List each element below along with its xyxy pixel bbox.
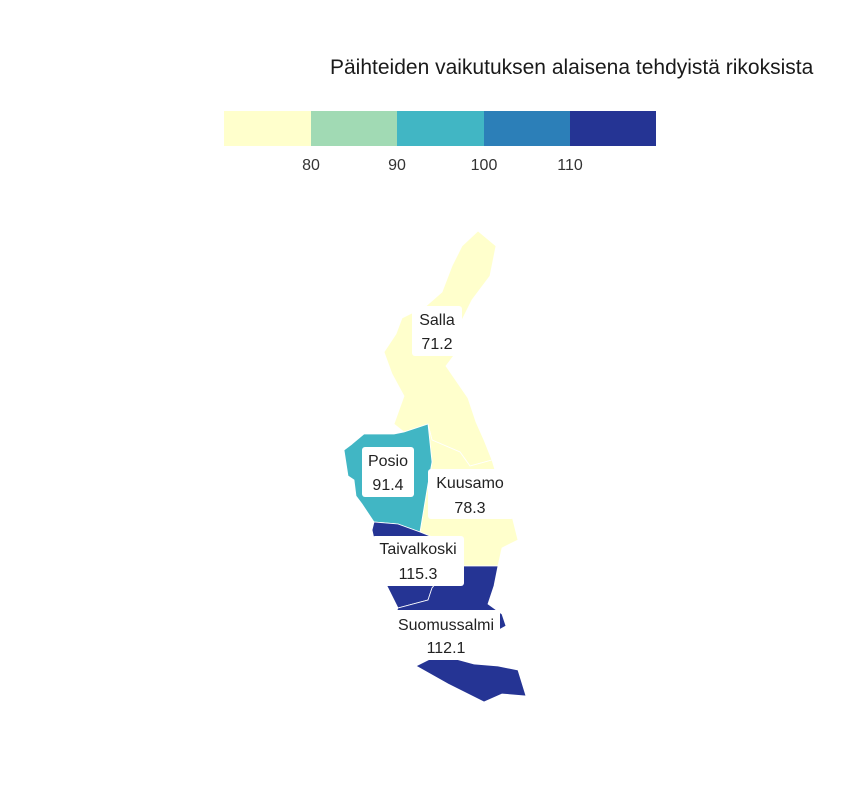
map-title: Päihteiden vaikutuksen alaisena tehdyist… xyxy=(330,56,814,79)
legend-swatch-2 xyxy=(311,111,397,146)
legend-tick-110: 110 xyxy=(557,157,583,174)
label-taivalkoski: Taivalkoski 115.3 xyxy=(372,536,464,586)
label-value-kuusamo: 78.3 xyxy=(454,500,485,517)
label-name-taivalkoski: Taivalkoski xyxy=(379,541,456,558)
label-kuusamo: Kuusamo 78.3 xyxy=(428,469,514,519)
label-box-taivalkoski xyxy=(372,536,464,586)
label-name-kuusamo: Kuusamo xyxy=(436,475,504,492)
label-name-salla: Salla xyxy=(419,312,455,329)
legend-tick-90: 90 xyxy=(388,157,406,174)
region-labels: Salla 71.2 Posio 91.4 Kuusamo 78.3 Taiva… xyxy=(362,306,514,660)
label-value-posio: 91.4 xyxy=(372,477,403,494)
legend-swatch-4 xyxy=(484,111,570,146)
label-value-salla: 71.2 xyxy=(421,336,452,353)
label-posio: Posio 91.4 xyxy=(362,447,414,497)
label-salla: Salla 71.2 xyxy=(412,306,462,356)
label-value-suomussalmi: 112.1 xyxy=(427,640,466,657)
label-box-salla xyxy=(412,306,462,356)
label-box-posio xyxy=(362,447,414,497)
legend-tick-80: 80 xyxy=(302,157,320,174)
legend-swatch-3 xyxy=(397,111,484,146)
label-name-posio: Posio xyxy=(368,453,408,470)
legend: 80 90 100 110 xyxy=(224,111,656,174)
legend-swatch-5 xyxy=(570,111,656,146)
legend-swatch-1 xyxy=(224,111,311,146)
label-box-kuusamo xyxy=(428,469,514,519)
legend-tick-100: 100 xyxy=(471,157,498,174)
label-name-suomussalmi: Suomussalmi xyxy=(398,617,494,634)
label-value-taivalkoski: 115.3 xyxy=(399,566,438,583)
label-suomussalmi: Suomussalmi 112.1 xyxy=(392,610,500,660)
label-box-suomussalmi xyxy=(392,610,500,660)
